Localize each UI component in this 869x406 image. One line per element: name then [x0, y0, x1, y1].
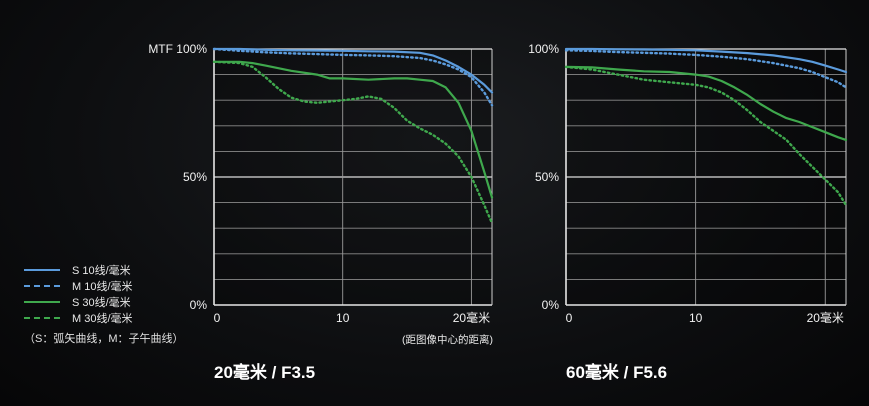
- y-tick-label: 0%: [542, 298, 560, 312]
- legend-label: S 30线/毫米: [72, 297, 131, 309]
- legend-swatch-s30: [24, 301, 60, 303]
- legend-item: M 10线/毫米: [24, 278, 184, 294]
- x-tick-label: 10: [336, 311, 350, 325]
- legend-swatch-s10: [24, 269, 60, 271]
- legend-item: S 10线/毫米: [24, 262, 184, 278]
- series-line-4: [212, 60, 494, 225]
- x-tick-label: 20毫米: [807, 310, 844, 325]
- legend-note: （S：弧矢曲线，M：子午曲线）: [24, 333, 184, 345]
- x-tick-label: 20毫米: [453, 310, 490, 325]
- y-tick-label: MTF 100%: [148, 42, 207, 56]
- x-tick-label: 0: [214, 311, 221, 325]
- chart-caption-left: 20毫米 / F3.5: [214, 363, 316, 382]
- series-line-1: [564, 47, 848, 74]
- mtf-plot-1: MTF 100% 50% 0% 0 10 20毫米 (距图像中心的距离): [148, 42, 494, 346]
- series-line-3: [212, 60, 494, 199]
- chart-caption-right: 60毫米 / F5.6: [566, 363, 668, 382]
- series-line-2: [564, 49, 848, 89]
- series-line-1: [212, 47, 494, 94]
- legend-swatch-m30: [24, 317, 60, 319]
- series-line-2: [212, 47, 494, 107]
- series-line-4: [564, 65, 848, 207]
- legend-label: S 10线/毫米: [72, 265, 131, 277]
- legend-label: M 30线/毫米: [72, 313, 133, 325]
- legend-swatch-m10: [24, 285, 60, 287]
- legend-item: S 30线/毫米: [24, 294, 184, 310]
- y-tick-label: 100%: [528, 42, 559, 56]
- legend-label: M 10线/毫米: [72, 281, 133, 293]
- y-tick-label: 50%: [183, 170, 207, 184]
- y-tick-label: 50%: [535, 170, 559, 184]
- chart-legend: S 10线/毫米 M 10线/毫米 S 30线/毫米 M 30线/毫米 （S：弧…: [24, 262, 184, 346]
- y-tick-label: 0%: [190, 298, 208, 312]
- x-axis-label: (距图像中心的距离): [402, 333, 493, 346]
- x-tick-label: 10: [689, 311, 703, 325]
- legend-item: M 30线/毫米: [24, 310, 184, 326]
- series-line-3: [564, 65, 848, 141]
- x-tick-label: 0: [566, 311, 573, 325]
- mtf-plot-2: 100% 50% 0% 0 10 20毫米: [528, 42, 848, 325]
